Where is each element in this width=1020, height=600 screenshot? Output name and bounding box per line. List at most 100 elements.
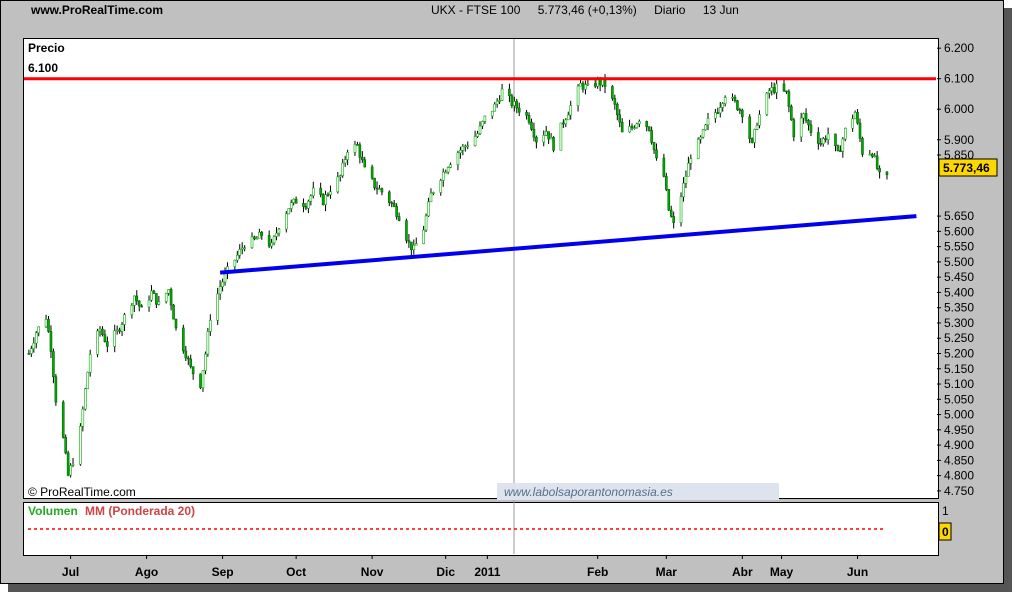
price-bar-body — [802, 113, 805, 119]
x-tick-label: Nov — [361, 565, 384, 579]
price-bar-body — [34, 332, 38, 344]
price-bar-body — [79, 426, 82, 465]
price-bar-body — [515, 101, 519, 109]
price-bar-body — [750, 138, 754, 143]
site-name[interactable]: www.ProRealTime.com — [31, 3, 164, 17]
volume-tick-0: 0 — [942, 525, 949, 539]
price-bar-body — [304, 206, 308, 209]
price-bar-body — [868, 153, 872, 156]
quote-value: 5.773,46 (+0,13%) — [537, 3, 637, 17]
price-bar-body — [182, 327, 185, 352]
price-bar-body — [615, 104, 619, 116]
y-tick-label: 4.800 — [944, 469, 974, 483]
price-bar-body — [130, 305, 134, 315]
price-bar-body — [66, 452, 70, 476]
price-bar-body — [836, 145, 840, 151]
price-bar-body — [733, 96, 737, 102]
price-bar-body — [135, 295, 139, 302]
price-bar-body — [767, 90, 771, 94]
price-bar-body — [772, 87, 776, 93]
price-bar-body — [275, 232, 278, 237]
volume-ma-label: MM (Ponderada 20) — [85, 504, 195, 518]
price-bar-body — [123, 314, 126, 325]
y-tick-label: 5.400 — [944, 285, 974, 299]
price-bar-body — [748, 116, 751, 140]
price-bar-body — [834, 133, 837, 147]
x-tick-label: Ago — [135, 565, 158, 579]
price-bar-body — [267, 235, 271, 247]
price-bar-body — [738, 109, 742, 111]
price-bar-body — [346, 152, 349, 160]
price-bar-body — [289, 202, 293, 209]
price-bar-body — [839, 150, 842, 152]
price-bar-body — [809, 124, 813, 133]
price-bar-body — [338, 175, 342, 178]
price-bar-body — [843, 127, 847, 140]
price-bar-body — [449, 164, 452, 168]
price-bar-body — [517, 107, 521, 113]
price-bar-body — [392, 202, 396, 207]
price-bar-body — [243, 247, 246, 249]
price-bar-body — [878, 168, 881, 173]
price-bar-body — [490, 110, 494, 117]
price-bar-body — [150, 290, 153, 301]
price-bar-body — [270, 242, 273, 247]
price-bar-body — [103, 334, 107, 342]
price-bar-body — [858, 122, 862, 139]
price-bar-body — [30, 348, 33, 354]
volume-label: Volumen — [28, 504, 78, 518]
price-bar-body — [233, 259, 237, 267]
price-bar-body — [37, 326, 41, 334]
y-tick-label: 5.500 — [944, 255, 974, 269]
y-tick-label: 5.900 — [944, 133, 974, 147]
price-bar-body — [704, 124, 707, 131]
price-bar-body — [432, 192, 435, 194]
price-bar-body — [52, 351, 55, 378]
price-bar-body — [309, 195, 313, 202]
price-bar-body — [782, 83, 786, 92]
price-bar-body — [221, 281, 224, 288]
y-tick-label: 5.450 — [944, 270, 974, 284]
price-bar-body — [169, 289, 173, 306]
price-bar-body — [535, 136, 538, 143]
price-bar-body — [191, 366, 195, 375]
resistance-label: 6.100 — [28, 61, 58, 75]
chart-window: www.ProRealTime.com UKX - FTSE 100 5.773… — [0, 0, 1004, 584]
price-bar-body — [88, 353, 92, 373]
price-bar-body — [718, 107, 722, 114]
price-bar-body — [861, 138, 864, 155]
x-tick-label: 2011 — [474, 565, 500, 579]
price-bar-body — [665, 176, 668, 190]
period-label: Diario — [654, 3, 686, 17]
price-bar-body — [260, 231, 264, 236]
price-bar-body — [167, 289, 170, 294]
price-bar-body — [741, 109, 744, 118]
price-bar-body — [370, 166, 374, 179]
price-bar-body — [799, 117, 803, 138]
price-bar-body — [250, 236, 254, 248]
price-bar-body — [603, 79, 607, 87]
price-bar-body — [706, 117, 710, 126]
price-bar-body — [459, 150, 462, 154]
y-tick-label: 5.200 — [944, 346, 974, 360]
price-bar-body — [427, 201, 430, 217]
y-tick-label: 5.150 — [944, 362, 974, 376]
price-bar-body — [199, 373, 202, 389]
y-tick-label: 4.750 — [944, 484, 974, 498]
price-bar-body — [311, 187, 315, 197]
y-tick-label: 6.100 — [944, 72, 974, 86]
instrument-info: UKX - FTSE 100 5.773,46 (+0,13%) Diario … — [431, 3, 753, 17]
y-tick-label: 4.950 — [944, 423, 974, 437]
price-bar-body — [532, 128, 536, 138]
price-bar-body — [218, 286, 222, 295]
price-bar-body — [544, 131, 548, 136]
price-bar-body — [101, 328, 104, 335]
price-bar-body — [353, 144, 357, 153]
price-bar-body — [723, 97, 727, 104]
watermark-box — [497, 483, 779, 500]
price-bar-body — [699, 136, 702, 140]
price-bar-body — [272, 236, 276, 244]
x-tick-label: Jun — [847, 565, 868, 579]
x-tick-label: Jul — [62, 565, 79, 579]
price-label: Precio — [28, 41, 65, 55]
